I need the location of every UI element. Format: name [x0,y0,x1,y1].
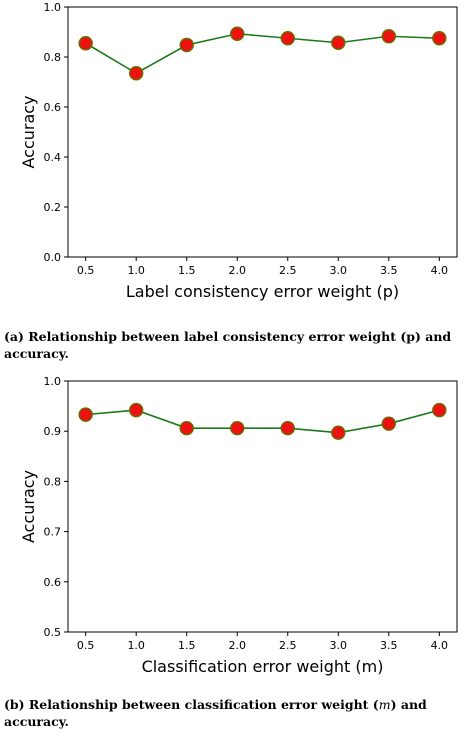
chart-b-y-tick-label: 0.5 [44,626,62,639]
chart-a-y-tick-label: 1.0 [44,1,62,14]
chart-a-y-tick-label: 0.6 [44,101,62,114]
chart-a-x-tick-label: 3.0 [330,264,348,277]
chart-b-x-axis-label: Classification error weight (m) [142,657,384,676]
chart-b-data-point [230,420,245,436]
chart-a-y-tick-label: 0.8 [44,51,62,64]
chart-b-data-point [280,420,295,436]
chart-a-y-tick-label: 0.4 [44,151,62,164]
chart-b-y-tick-label: 0.7 [44,526,62,539]
figure-b: 0.5 1.0 1.5 2.0 2.5 3.0 3.5 4.0 0.5 0.6 0.7 0.8 0.9 1… [0,370,474,682]
chart-b-data-point [331,425,346,440]
chart-b-data-point [179,420,194,436]
chart-a-data-point [432,31,447,46]
caption-b: (b) Relationship between classification … [4,696,470,730]
chart-b-x-tick-label: 1.0 [127,639,145,652]
chart-a-data-point [230,26,245,41]
caption-a: (a) Relationship between label consisten… [4,329,452,361]
chart-b-y-tick-label: 0.8 [44,475,62,488]
chart-b-data-point [129,402,144,418]
chart-b-x-tick-label: 2.0 [228,639,246,652]
chart-b-x-tick-label: 4.0 [431,639,449,652]
chart-b-data-point [78,407,93,422]
chart-a-series-line [85,32,440,75]
chart-b: 0.5 1.0 1.5 2.0 2.5 3.0 3.5 4.0 0.5 0.6 0.7 0.8 0.9 1… [19,375,458,676]
chart-a-x-tick-label: 1.5 [178,264,196,277]
chart-b-y-tick-label: 1.0 [44,375,62,388]
chart-b-series-line [85,409,440,434]
chart-a-y-tick-label: 0.0 [44,251,62,264]
caption-b-prefix: (b) Relationship between classification … [4,697,379,712]
chart-b-y-axis-label: Accuracy [19,470,38,543]
chart-b-plot-frame [67,380,458,633]
chart-a-data-point [179,37,194,53]
chart-a-x-tick-label: 2.0 [228,264,246,277]
chart-a-x-axis-label: Label consistency error weight (p) [126,282,399,301]
chart-a-data-point [280,31,295,46]
chart-a-x-tick-label: 3.5 [380,264,398,277]
chart-b-x-tick-label: 3.0 [330,639,348,652]
chart-a-data-point [331,35,346,50]
chart-a-x-tick-label: 0.5 [77,264,95,277]
chart-a-data-point [381,29,396,44]
chart-b-y-tick-label: 0.6 [44,576,62,589]
chart-a: 0.5 1.0 1.5 2.0 2.5 3.0 3.5 4.0 0.0 0.2 0.4 0.6 0.8 1… [19,1,458,301]
chart-b-data-point [381,416,396,431]
chart-b-data-point [432,402,447,418]
chart-a-plot-frame [67,6,458,258]
chart-a-x-tick-label: 4.0 [431,264,449,277]
chart-a-data-point [129,66,144,81]
chart-b-x-tick-label: 2.5 [279,639,297,652]
chart-b-x-tick-label: 3.5 [380,639,398,652]
chart-b-x-tick-label: 0.5 [77,639,95,652]
chart-a-y-tick-label: 0.2 [44,201,62,214]
chart-a-data-point [78,36,93,51]
caption-b-math: m [378,697,391,712]
chart-b-y-tick-label: 0.9 [44,425,62,438]
figure-a: 0.5 1.0 1.5 2.0 2.5 3.0 3.5 4.0 0.0 0.2 0.4 0.6 0.8 1… [0,0,474,320]
chart-b-x-tick-label: 1.5 [178,639,196,652]
chart-a-x-tick-label: 1.0 [127,264,145,277]
chart-a-x-tick-label: 2.5 [279,264,297,277]
chart-a-y-axis-label: Accuracy [19,95,38,168]
